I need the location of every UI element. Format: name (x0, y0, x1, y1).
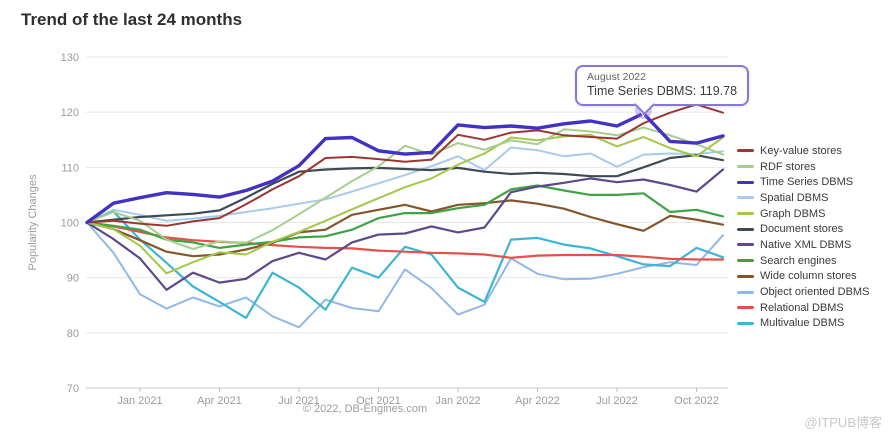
series-line-search-engines[interactable] (85, 184, 725, 249)
legend-item-key-value-stores[interactable]: Key-value stores (737, 143, 869, 159)
legend-color-dash (737, 227, 754, 231)
legend-item-rdf-stores[interactable]: RDF stores (737, 159, 869, 175)
series-line-native-xml-dbms[interactable] (85, 168, 725, 291)
series-line-time-series-dbms[interactable] (85, 111, 725, 225)
tooltip-value: Time Series DBMS: 119.78 (587, 84, 738, 98)
legend-color-dash (737, 165, 754, 169)
x-tick-label: Oct 2022 (674, 395, 719, 407)
legend-color-dash (737, 306, 754, 310)
legend-color-dash (737, 290, 754, 294)
x-tick-label: Jul 2022 (596, 395, 638, 407)
legend-color-dash (737, 196, 754, 200)
legend-item-wide-column-stores[interactable]: Wide column stores (737, 269, 869, 285)
legend-item-label: Graph DBMS (760, 207, 826, 220)
legend-item-label: Spatial DBMS (760, 191, 829, 204)
legend-item-label: Document stores (760, 223, 844, 236)
legend-item-native-xml-dbms[interactable]: Native XML DBMS (737, 237, 869, 253)
series-line-relational-dbms[interactable] (85, 221, 725, 261)
legend-item-search-engines[interactable]: Search engines (737, 253, 869, 269)
legend-item-label: Object oriented DBMS (760, 286, 870, 299)
series-line-rdf-stores[interactable] (86, 126, 724, 250)
series-line-multivalue-dbms[interactable] (85, 210, 725, 319)
series-line-key-value-stores[interactable] (86, 103, 724, 227)
series-line-wide-column-stores[interactable] (85, 199, 725, 258)
y-tick-label: 90 (67, 273, 79, 285)
x-tick-label: Jan 2022 (435, 395, 480, 407)
x-tick-label: Apr 2021 (197, 395, 242, 407)
series-line-spatial-dbms[interactable] (86, 146, 724, 224)
legend-item-graph-dbms[interactable]: Graph DBMS (737, 206, 869, 222)
chart-legend: Key-value stores RDF stores Time Series DB… (737, 143, 869, 331)
y-tick-label: 110 (61, 162, 79, 174)
watermark: @ITPUB博客 (804, 415, 882, 430)
legend-color-dash (737, 321, 754, 325)
series-line-graph-dbms[interactable] (86, 133, 724, 275)
legend-item-multivalue-dbms[interactable]: Multivalue DBMS (737, 316, 869, 332)
legend-item-time-series-dbms[interactable]: Time Series DBMS (737, 174, 869, 190)
chart-title: Trend of the last 24 months (21, 10, 243, 29)
legend-item-spatial-dbms[interactable]: Spatial DBMS (737, 190, 869, 206)
legend-item-label: Key-value stores (760, 144, 842, 157)
legend-color-dash (737, 259, 754, 263)
legend-item-label: Native XML DBMS (760, 238, 852, 251)
legend-item-label: Multivalue DBMS (760, 317, 845, 330)
legend-color-dash (737, 180, 754, 184)
tooltip-date: August 2022 (587, 71, 646, 83)
legend-item-document-stores[interactable]: Document stores (737, 221, 869, 237)
copyright-note: © 2022, DB-Engines.com (302, 403, 428, 415)
legend-item-relational-dbms[interactable]: Relational DBMS (737, 300, 869, 316)
y-tick-label: 80 (67, 328, 79, 340)
y-tick-label: 70 (67, 383, 79, 395)
legend-color-dash (737, 243, 754, 247)
hover-tooltip: August 2022 Time Series DBMS: 119.78 (575, 65, 750, 116)
legend-color-dash (737, 274, 754, 278)
legend-item-label: Search engines (760, 254, 837, 267)
x-tick-label: Jul 2021 (278, 395, 320, 407)
legend-item-object-oriented-dbms[interactable]: Object oriented DBMS (737, 284, 869, 300)
x-tick-label: Oct 2021 (356, 395, 401, 407)
legend-item-label: Time Series DBMS (760, 176, 854, 189)
x-tick-label: Jan 2021 (117, 395, 162, 407)
y-axis-label: Popularity Changes (27, 174, 39, 271)
legend-item-label: Wide column stores (760, 270, 857, 283)
y-tick-label: 130 (61, 52, 79, 64)
y-tick-label: 120 (61, 107, 79, 119)
legend-color-dash (737, 149, 754, 153)
series-line-document-stores[interactable] (85, 154, 725, 224)
x-tick-label: Apr 2022 (515, 395, 560, 407)
legend-item-label: Relational DBMS (760, 301, 844, 314)
legend-color-dash (737, 212, 754, 216)
legend-item-label: RDF stores (760, 160, 816, 173)
series-line-object-oriented-dbms[interactable] (86, 221, 724, 329)
y-tick-label: 100 (61, 218, 79, 230)
